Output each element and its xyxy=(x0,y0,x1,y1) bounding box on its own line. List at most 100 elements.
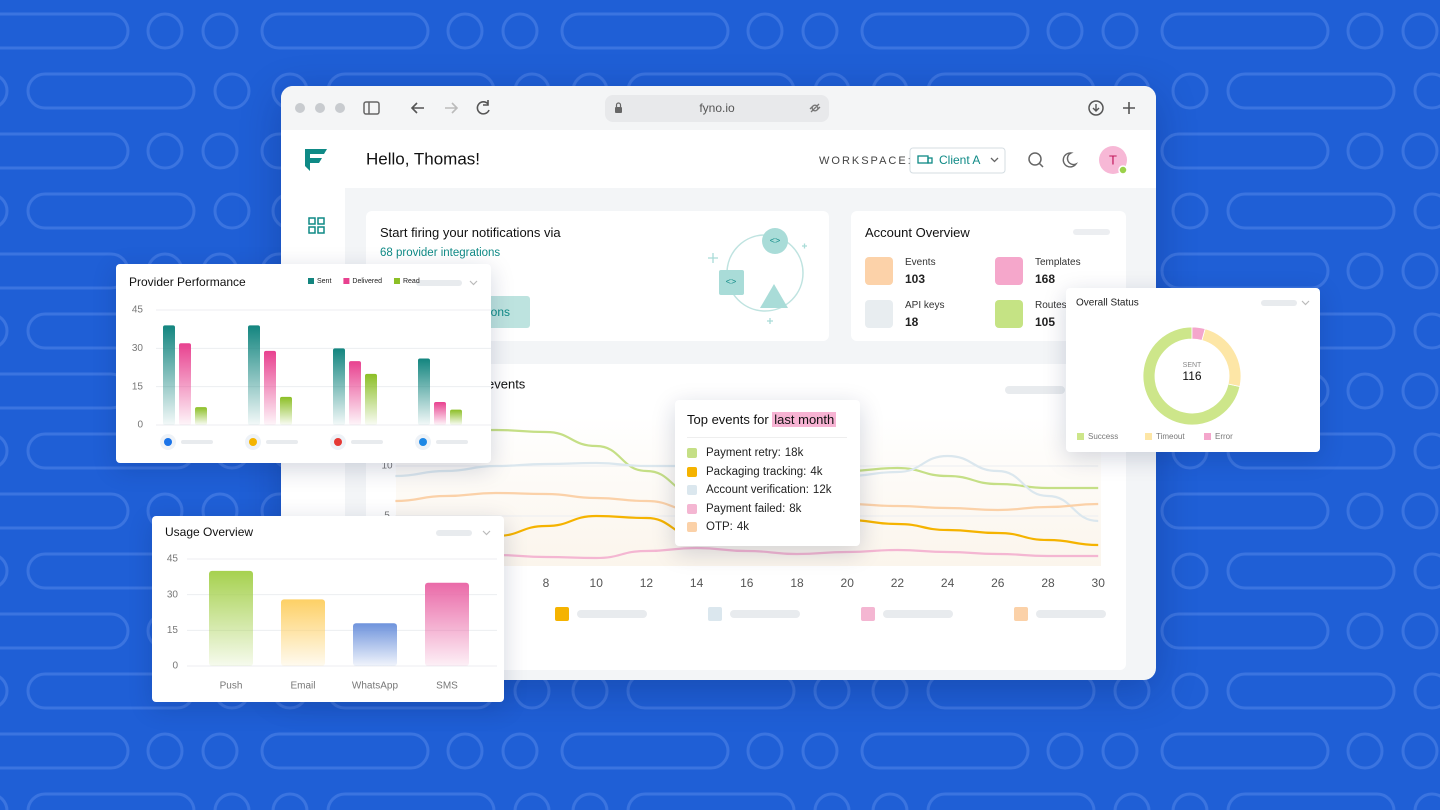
tooltip-label: Account verification: xyxy=(706,484,809,497)
icon xyxy=(995,300,1023,328)
tooltip-value: 4k xyxy=(736,521,749,534)
legend-label: Error xyxy=(1215,432,1233,441)
tooltip-label: Packaging tracking: xyxy=(706,465,807,478)
bar xyxy=(425,582,469,666)
provider-icon xyxy=(164,438,172,446)
bar xyxy=(418,358,430,425)
bar xyxy=(333,348,345,425)
tooltip-row: Account verification: 12k xyxy=(687,481,831,500)
tooltip-title: Top events for last month xyxy=(687,412,837,427)
placeholder xyxy=(436,440,468,444)
item-label: Templates xyxy=(1035,257,1081,268)
bar xyxy=(209,570,253,666)
y-tick-label: 15 xyxy=(132,381,144,392)
legend-swatch xyxy=(393,278,400,284)
chart-title: Usage Overview xyxy=(165,525,253,539)
legend-label: Sent xyxy=(317,278,331,285)
y-tick-label: 30 xyxy=(132,343,144,354)
item-value: 168 xyxy=(1035,272,1056,286)
placeholder xyxy=(266,440,298,444)
x-tick-label: 28 xyxy=(1041,576,1055,590)
tooltip-list: Payment retry: 18k Packaging tracking: 4k Ac… xyxy=(687,444,831,537)
bar xyxy=(365,373,377,425)
tooltip-row: Payment failed: 8k xyxy=(687,500,831,519)
item-value: 105 xyxy=(1035,315,1056,329)
x-tick-label: 16 xyxy=(740,576,754,590)
provider-icon xyxy=(249,438,257,446)
bar xyxy=(281,599,325,666)
item-label: API keys xyxy=(905,300,945,311)
center-value: 116 xyxy=(1182,369,1201,383)
x-tick-label: 12 xyxy=(640,576,654,590)
promo-link[interactable]: 68 provider integrations xyxy=(380,247,501,259)
center-label: SENT xyxy=(1183,362,1202,369)
x-tick-label: WhatsApp xyxy=(352,681,399,692)
tooltip-value: 12k xyxy=(812,484,832,497)
tooltip: Top events for last month Payment retry:… xyxy=(675,400,860,546)
placeholder xyxy=(351,440,383,444)
promo-title: Start firing your notifications via xyxy=(380,225,561,240)
bar xyxy=(264,350,276,425)
legend-swatch xyxy=(1145,433,1152,440)
tooltip-swatch xyxy=(687,485,697,496)
item-label: Events xyxy=(905,257,936,268)
tooltip-highlight: last month xyxy=(772,412,837,427)
bar xyxy=(434,402,446,425)
y-tick-label: 15 xyxy=(167,625,179,636)
bar xyxy=(248,325,260,425)
tooltip-row: OTP: 4k xyxy=(687,518,831,537)
legend-swatch xyxy=(1204,433,1211,440)
svg-text:<>: <> xyxy=(770,235,781,245)
legend-label: Timeout xyxy=(1156,432,1185,441)
icon xyxy=(865,300,893,328)
tooltip-row: Payment retry: 18k xyxy=(687,444,831,463)
x-tick-label: 26 xyxy=(991,576,1005,590)
placeholder xyxy=(1073,229,1110,235)
promo-illustration: <> <> xyxy=(708,228,807,324)
tooltip-label: Payment failed: xyxy=(706,502,786,515)
usage-card: Usage Overview 0 15 30 45 Push Email WhatsApp S… xyxy=(152,516,504,702)
legend-swatch xyxy=(1014,607,1028,621)
legend-swatch xyxy=(708,607,722,621)
x-tick-label: Email xyxy=(290,681,315,692)
donut-segment xyxy=(1191,326,1206,341)
tooltip-swatch xyxy=(687,503,697,514)
placeholder xyxy=(181,440,213,444)
y-tick-label: 30 xyxy=(167,589,179,600)
x-tick-label: 18 xyxy=(790,576,804,590)
legend-swatch xyxy=(1077,433,1084,440)
donut-segment xyxy=(1142,326,1241,426)
bar xyxy=(195,407,207,425)
provider-chart: Provider Performance 0 15 30 45 Sent Delivere… xyxy=(129,275,491,450)
browser-window: fyno.io Hello, Thomas! WORKSPACE: Client… xyxy=(281,86,1156,680)
placeholder xyxy=(730,610,800,618)
workspace-label: WORKSPACE: xyxy=(819,155,913,167)
placeholder xyxy=(577,610,647,618)
x-tick-label: 14 xyxy=(690,576,704,590)
y-tick-label: 0 xyxy=(137,420,143,431)
icon xyxy=(865,257,893,285)
icon xyxy=(995,257,1023,285)
tooltip-title-text: Top events for xyxy=(687,412,769,427)
avatar[interactable]: T xyxy=(1109,152,1117,167)
tooltip-swatch xyxy=(687,448,697,459)
tooltip-swatch xyxy=(687,522,697,533)
events-title: events xyxy=(487,376,526,391)
bar xyxy=(353,623,397,666)
provider-icon xyxy=(334,438,342,446)
promo-button-label[interactable]: ons xyxy=(490,305,510,319)
x-tick-label: SMS xyxy=(436,681,458,692)
bar xyxy=(179,343,191,425)
usage-chart: Usage Overview 0 15 30 45 Push Email WhatsApp S… xyxy=(165,525,497,692)
tooltip-row: Packaging tracking: 4k xyxy=(687,463,831,482)
tooltip-label: Payment retry: xyxy=(706,447,781,460)
bar xyxy=(450,409,462,425)
item-value: 103 xyxy=(905,272,926,286)
bar xyxy=(349,361,361,425)
workspace-select[interactable]: Client A xyxy=(939,153,980,167)
y-tick-label: 10 xyxy=(381,461,393,472)
url[interactable]: fyno.io xyxy=(699,101,735,115)
status-card: Overall Status Success Timeout Error SENT 11… xyxy=(1066,288,1320,452)
bar xyxy=(163,325,175,425)
